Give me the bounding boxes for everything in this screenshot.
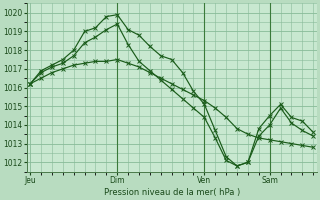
X-axis label: Pression niveau de la mer( hPa ): Pression niveau de la mer( hPa ) — [104, 188, 240, 197]
